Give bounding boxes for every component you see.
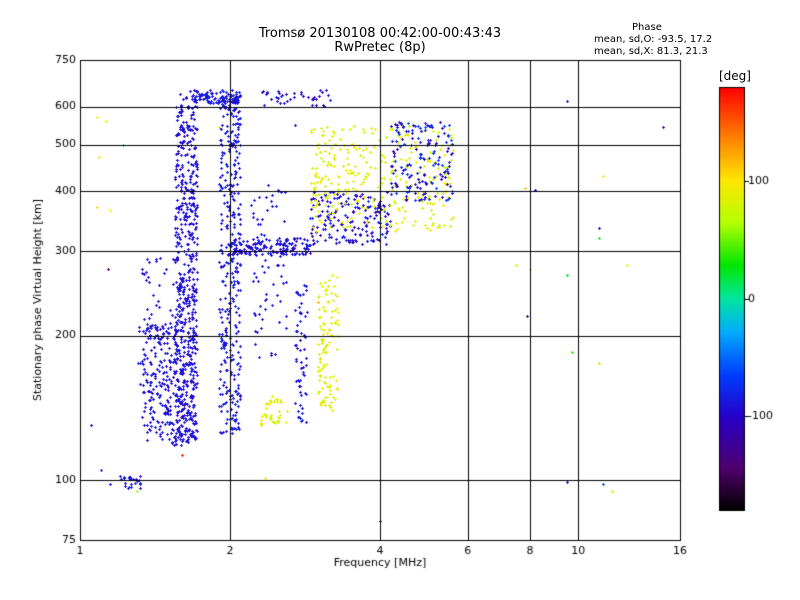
phase-stats-o: mean, sd,O: -93.5, 17.2 xyxy=(594,34,713,45)
phase-stats-heading: Phase xyxy=(632,22,662,33)
colorbar-unit-label: [deg] xyxy=(719,69,751,83)
chart-title: Tromsø 20130108 00:42:00-00:43:43 xyxy=(258,26,502,41)
phase-stats-x: mean, sd,X: 81.3, 21.3 xyxy=(594,46,708,57)
chart-subtitle: RwPretec (8p) xyxy=(334,40,426,55)
